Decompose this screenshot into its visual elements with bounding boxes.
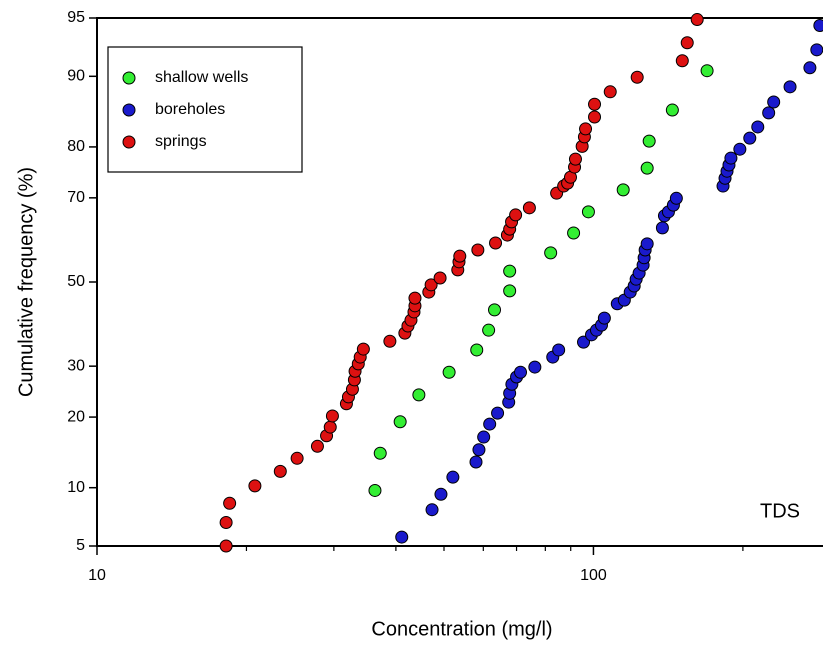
point [552, 343, 566, 357]
y-axis-label: Cumulative frequency (%) [15, 167, 37, 397]
point [724, 151, 738, 165]
point [655, 221, 669, 235]
point [368, 483, 382, 497]
point [514, 365, 528, 379]
point [751, 120, 765, 134]
point [783, 80, 797, 94]
y-tick-label: 10 [67, 479, 85, 496]
point [581, 205, 595, 219]
point [446, 470, 460, 484]
legend-label: shallow wells [155, 69, 248, 86]
point [813, 18, 823, 32]
point [767, 95, 781, 109]
point [483, 417, 497, 431]
x-tick-label: 100 [580, 567, 607, 584]
point [471, 243, 485, 257]
point [323, 420, 337, 434]
point [577, 335, 591, 349]
point [588, 97, 602, 111]
point [700, 64, 714, 78]
legend-marker [122, 135, 136, 149]
point [588, 110, 602, 124]
point [522, 201, 536, 215]
x-axis-label: Concentration (mg/l) [371, 618, 552, 640]
point [383, 334, 397, 348]
legend-label: springs [155, 133, 207, 150]
point [544, 246, 558, 260]
point [477, 430, 491, 444]
point [503, 284, 517, 298]
point [568, 152, 582, 166]
point [528, 360, 542, 374]
legend-label: boreholes [155, 101, 225, 118]
point [491, 406, 505, 420]
y-tick-label: 5 [76, 537, 85, 554]
point [412, 388, 426, 402]
point [803, 61, 817, 75]
legend-marker [122, 71, 136, 85]
point [325, 409, 339, 423]
point [810, 43, 823, 57]
point [675, 54, 689, 68]
x-tick-label: 10 [88, 567, 106, 584]
y-tick-label: 50 [67, 273, 85, 290]
point [743, 131, 757, 145]
point [393, 415, 407, 429]
point [442, 365, 456, 379]
y-tick-label: 70 [67, 189, 85, 206]
point [470, 343, 484, 357]
y-tick-label: 20 [67, 408, 85, 425]
point [408, 291, 422, 305]
point [690, 13, 704, 27]
legend-box [107, 46, 303, 173]
point [356, 342, 370, 356]
point [433, 271, 447, 285]
point [579, 122, 593, 136]
point [665, 103, 679, 117]
point [273, 464, 287, 478]
point [424, 278, 438, 292]
point [472, 443, 486, 457]
point [509, 208, 523, 222]
y-tick-label: 80 [67, 138, 85, 155]
point [640, 161, 654, 175]
point [762, 106, 776, 120]
point [680, 36, 694, 50]
point [603, 85, 617, 99]
point [373, 446, 387, 460]
point [223, 496, 237, 510]
point [395, 530, 409, 544]
point [453, 249, 467, 263]
point [616, 183, 630, 197]
point [630, 70, 644, 84]
plot-frame [96, 17, 823, 547]
annotation: TDS [760, 500, 800, 522]
point [567, 226, 581, 240]
y-tick-label: 95 [67, 9, 85, 26]
point [248, 479, 262, 493]
point [642, 134, 656, 148]
point [219, 539, 233, 553]
legend-marker [122, 103, 136, 117]
point [434, 487, 448, 501]
plot-area [219, 13, 823, 553]
point [733, 142, 747, 156]
point [290, 451, 304, 465]
point [482, 323, 496, 337]
point [489, 236, 503, 250]
point [425, 503, 439, 517]
point [488, 303, 502, 317]
point [310, 439, 324, 453]
point [597, 311, 611, 325]
point [469, 455, 483, 469]
point [640, 237, 654, 251]
point [669, 191, 683, 205]
y-tick-label: 30 [67, 357, 85, 374]
point [219, 516, 233, 530]
y-tick-label: 90 [67, 68, 85, 85]
point [503, 264, 517, 278]
